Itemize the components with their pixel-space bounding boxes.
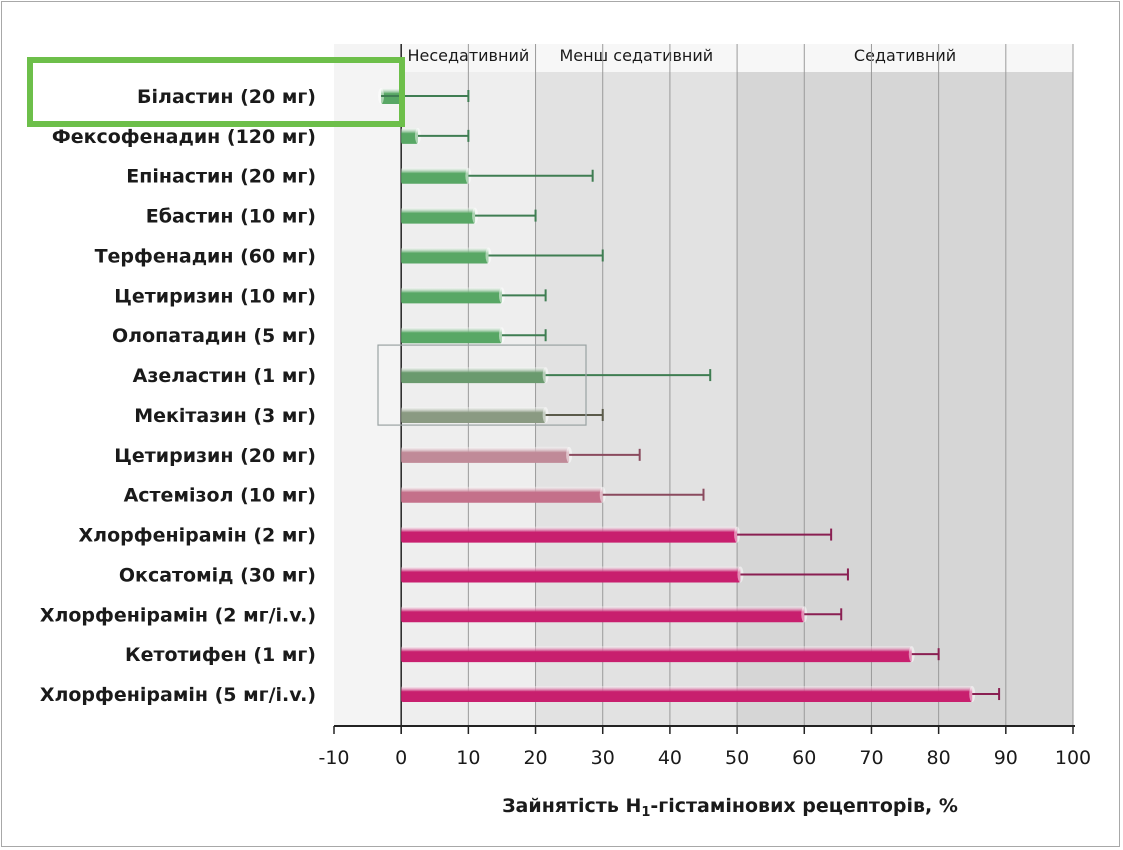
bar-астемізол-10-мг [401, 486, 603, 503]
x-tick-label-70: 70 [859, 747, 883, 769]
category-label-15: Кетотифен (1 мг) [125, 644, 316, 666]
category-label-3: Епінастин (20 мг) [126, 166, 316, 188]
bar-оксатомід-30-мг [401, 566, 741, 583]
x-tick-label-30: 30 [591, 747, 615, 769]
category-label-1: Біластин (20 мг) [137, 86, 316, 108]
bar-кетотифен-1-мг [401, 646, 912, 663]
x-tick-label-50: 50 [725, 747, 749, 769]
x-tick-label-10: 10 [456, 747, 480, 769]
bar-хлорфенірамін-2-мг-i-v [401, 606, 805, 623]
x-axis-title: Зайнятість H1-гістамінових рецепторів, % [502, 795, 958, 820]
bar-епінастин-20-мг [401, 167, 469, 184]
category-label-4: Ебастин (10 мг) [146, 206, 316, 228]
bar-цетиризин-20-мг [401, 446, 570, 463]
category-label-7: Олопатадин (5 мг) [112, 325, 316, 347]
bar-фексофенадин-120-мг [401, 127, 418, 144]
category-label-11: Астемізол (10 мг) [124, 485, 316, 507]
zone-header-1 [535, 44, 738, 72]
x-tick-label-100: 100 [1055, 747, 1091, 769]
category-label-8: Азеластин (1 мг) [133, 365, 316, 387]
category-label-14: Хлорфенірамін (2 мг/i.v.) [40, 604, 316, 626]
category-label-6: Цетиризин (10 мг) [114, 285, 316, 307]
bar-мекітазин-3-мг [401, 406, 546, 423]
bar-азеластин-1-мг [401, 367, 546, 384]
x-tick-label-80: 80 [927, 747, 951, 769]
highlight-box [27, 57, 405, 127]
bar-терфенадин-60-мг [401, 247, 489, 264]
category-label-2: Фексофенадин (120 мг) [52, 126, 316, 148]
x-tick-label-0: 0 [395, 747, 407, 769]
bar-хлорфенірамін-2-мг [401, 526, 738, 543]
category-label-13: Оксатомід (30 мг) [119, 564, 316, 586]
negative-zone-bg [334, 44, 402, 726]
x-tick-label--10: -10 [318, 747, 349, 769]
x-tick-label-20: 20 [523, 747, 547, 769]
zone-label-1: Менш седативний [559, 46, 713, 65]
group-bracket [377, 344, 587, 426]
category-label-10: Цетиризин (20 мг) [114, 445, 316, 467]
zone-bg-1 [535, 44, 738, 726]
category-label-16: Хлорфенірамін (5 мг/i.v.) [40, 684, 316, 706]
zone-header-2 [737, 44, 1073, 72]
category-label-9: Мекітазин (3 мг) [134, 405, 316, 427]
bar-ебастин-10-мг [401, 207, 476, 224]
zone-bg-2 [737, 44, 1073, 726]
bar-олопатадин-5-мг [401, 327, 502, 344]
zone-label-2: Седативний [854, 46, 956, 65]
category-label-12: Хлорфенірамін (2 мг) [79, 525, 316, 547]
x-tick-label-90: 90 [994, 747, 1018, 769]
x-tick-label-40: 40 [658, 747, 682, 769]
category-label-5: Терфенадин (60 мг) [95, 245, 316, 267]
bar-хлорфенірамін-5-мг-i-v [401, 686, 973, 703]
x-tick-label-60: 60 [792, 747, 816, 769]
bar-цетиризин-10-мг [401, 287, 502, 304]
